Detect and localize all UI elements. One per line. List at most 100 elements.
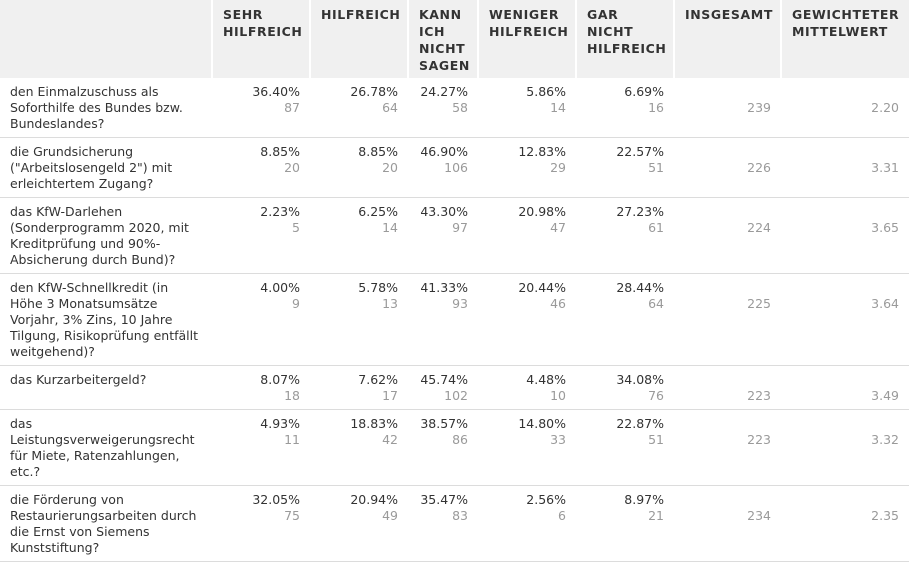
count-value: 17 — [382, 388, 398, 403]
response-cell: 4.48% 10 — [478, 366, 576, 410]
response-cell: 22.87% 51 — [576, 410, 674, 486]
percentage-value: 12.83% — [518, 144, 566, 159]
question-cell: das Leistungsverweigerungsrecht für Miet… — [10, 416, 195, 479]
count-value: 11 — [284, 432, 300, 447]
count-value: 61 — [648, 220, 664, 235]
count-value: 49 — [382, 508, 398, 523]
response-cell: 26.78% 64 — [310, 78, 408, 138]
percentage-value: 24.27% — [420, 84, 468, 99]
response-cell: 7.62% 17 — [310, 366, 408, 410]
percentage-value: 7.62% — [358, 372, 398, 387]
percentage-value: 20.44% — [518, 280, 566, 295]
count-value: 64 — [648, 296, 664, 311]
response-cell: 28.44% 64 — [576, 274, 674, 366]
count-value: 20 — [284, 160, 300, 175]
percentage-value: 6.69% — [624, 84, 664, 99]
total-cell: 223 — [747, 432, 771, 447]
response-cell: 12.83% 29 — [478, 138, 576, 198]
count-value: 76 — [648, 388, 664, 403]
response-cell: 45.74% 102 — [408, 366, 478, 410]
weighted-average-cell: 2.20 — [871, 100, 899, 115]
response-cell: 34.08% 76 — [576, 366, 674, 410]
count-value: 18 — [284, 388, 300, 403]
percentage-value: 34.08% — [616, 372, 664, 387]
count-value: 64 — [382, 100, 398, 115]
count-value: 51 — [648, 160, 664, 175]
header-sehr-hilfreich: SEHR HILFREICH — [212, 0, 311, 78]
total-cell: 226 — [747, 160, 771, 175]
question-cell: den KfW-Schnellkredit (in Höhe 3 Monatsu… — [10, 280, 199, 359]
percentage-value: 8.85% — [260, 144, 300, 159]
count-value: 86 — [452, 432, 468, 447]
response-cell: 32.05% 75 — [212, 486, 310, 562]
header-hilfreich: HILFREICH — [310, 0, 409, 78]
percentage-value: 38.57% — [420, 416, 468, 431]
response-cell: 8.85% 20 — [310, 138, 408, 198]
header-kann-ich-nicht-sagen: KANN ICH NICHT SAGEN — [408, 0, 479, 78]
header-gar-nicht-hilfreich: GAR NICHT HILFREICH — [576, 0, 675, 78]
percentage-value: 8.97% — [624, 492, 664, 507]
response-cell: 6.25% 14 — [310, 198, 408, 274]
percentage-value: 5.86% — [526, 84, 566, 99]
count-value: 5 — [292, 220, 300, 235]
percentage-value: 4.48% — [526, 372, 566, 387]
response-cell: 20.94% 49 — [310, 486, 408, 562]
count-value: 13 — [382, 296, 398, 311]
percentage-value: 4.93% — [260, 416, 300, 431]
response-cell: 43.30% 97 — [408, 198, 478, 274]
percentage-value: 22.87% — [616, 416, 664, 431]
count-value: 16 — [648, 100, 664, 115]
question-cell: das KfW-Darlehen (Sonderprogramm 2020, m… — [10, 204, 189, 267]
total-cell: 239 — [747, 100, 771, 115]
response-cell: 2.23% 5 — [212, 198, 310, 274]
percentage-value: 41.33% — [420, 280, 468, 295]
response-cell: 5.78% 13 — [310, 274, 408, 366]
total-cell: 234 — [747, 508, 771, 523]
response-cell: 24.27% 58 — [408, 78, 478, 138]
response-cell: 8.85% 20 — [212, 138, 310, 198]
count-value: 20 — [382, 160, 398, 175]
count-value: 102 — [444, 388, 468, 403]
header-question — [0, 0, 213, 78]
table-row: die Grundsicherung ("Arbeitslosengeld 2"… — [0, 138, 909, 198]
response-cell: 2.56% 6 — [478, 486, 576, 562]
table-header: SEHR HILFREICH HILFREICH KANN ICH NICHT … — [0, 0, 909, 78]
percentage-value: 36.40% — [252, 84, 300, 99]
count-value: 46 — [550, 296, 566, 311]
percentage-value: 5.78% — [358, 280, 398, 295]
count-value: 47 — [550, 220, 566, 235]
response-cell: 22.57% 51 — [576, 138, 674, 198]
question-cell: den Einmalzuschuss als Soforthilfe des B… — [10, 84, 183, 131]
table-body: den Einmalzuschuss als Soforthilfe des B… — [0, 78, 909, 562]
table-row: das KfW-Darlehen (Sonderprogramm 2020, m… — [0, 198, 909, 274]
question-cell: die Förderung von Restaurierungsarbeiten… — [10, 492, 197, 555]
weighted-average-cell: 3.64 — [871, 296, 899, 311]
table-row: den Einmalzuschuss als Soforthilfe des B… — [0, 78, 909, 138]
weighted-average-cell: 3.32 — [871, 432, 899, 447]
percentage-value: 32.05% — [252, 492, 300, 507]
response-cell: 18.83% 42 — [310, 410, 408, 486]
percentage-value: 22.57% — [616, 144, 664, 159]
count-value: 75 — [284, 508, 300, 523]
count-value: 33 — [550, 432, 566, 447]
response-cell: 20.98% 47 — [478, 198, 576, 274]
table-row: die Förderung von Restaurierungsarbeiten… — [0, 486, 909, 562]
total-cell: 224 — [747, 220, 771, 235]
percentage-value: 27.23% — [616, 204, 664, 219]
count-value: 21 — [648, 508, 664, 523]
response-cell: 5.86% 14 — [478, 78, 576, 138]
count-value: 97 — [452, 220, 468, 235]
header-insgesamt: INSGESAMT — [674, 0, 782, 78]
count-value: 6 — [558, 508, 566, 523]
percentage-value: 46.90% — [420, 144, 468, 159]
count-value: 10 — [550, 388, 566, 403]
response-cell: 4.00% 9 — [212, 274, 310, 366]
header-gewichteter-mittelwert: GEWICHTETER MITTELWERT — [781, 0, 909, 78]
response-cell: 38.57% 86 — [408, 410, 478, 486]
percentage-value: 35.47% — [420, 492, 468, 507]
table-row: das Kurzarbeitergeld? 8.07% 18 7.62% 17 45.74… — [0, 366, 909, 410]
total-cell: 223 — [747, 388, 771, 403]
percentage-value: 2.56% — [526, 492, 566, 507]
percentage-value: 18.83% — [350, 416, 398, 431]
